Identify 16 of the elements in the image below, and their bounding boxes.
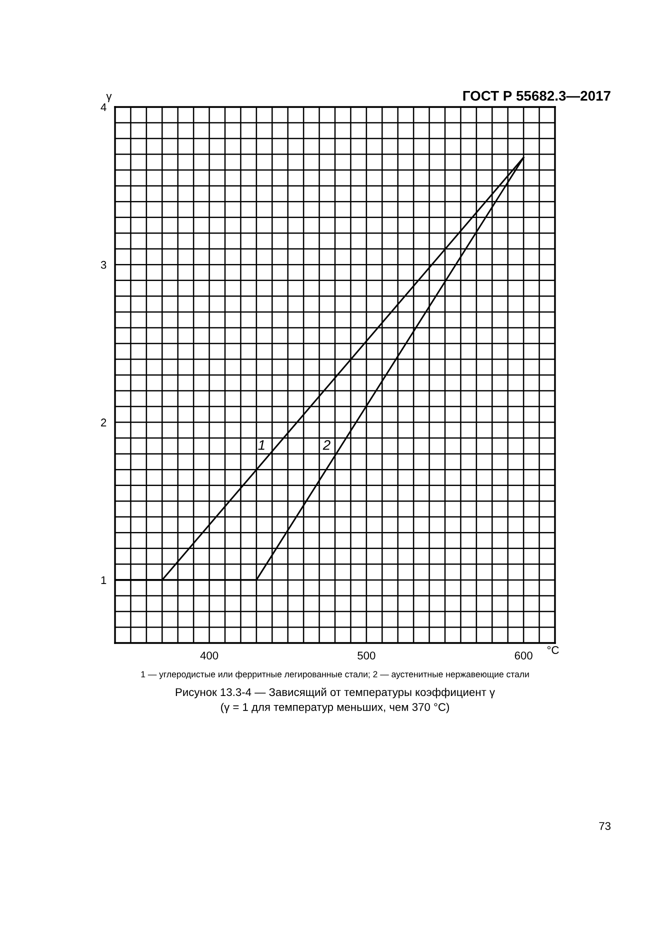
text: ГОСТ Р 55682.3—2017 [463,90,610,101]
text: 73 [599,822,611,830]
x-tick-label: 600 [514,652,532,660]
x-axis-title: °C [547,646,559,654]
y-tick-label: 2 [101,418,106,426]
x-tick-label: 500 [358,652,376,660]
y-tick-label: 3 [100,260,106,269]
series-label: 1 [258,440,264,450]
x-tick-label: 400 [200,652,218,660]
y-tick-label: 1 [101,576,106,584]
text: (γ = 1 для температур меньших, чем 370 °C) [221,702,449,714]
series-label: 2 [322,440,330,450]
text: 1 — углеродистые или ферритные легированные стали; 2 — аустенитные нержавеющие стали [141,670,529,680]
y-tick-label: 4 [100,103,106,112]
text: Рисунок 13.3-4 — Зависящий от температуры коэффициент γ [176,688,495,698]
y-axis-title: γ [106,94,112,102]
